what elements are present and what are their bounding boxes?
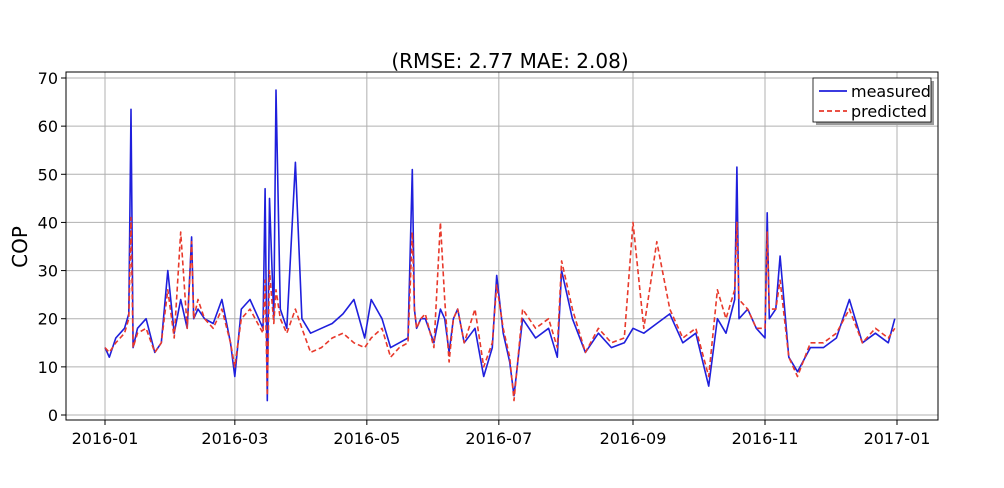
x-tick-label: 2016-09 [600, 429, 667, 448]
plot-frame [65, 71, 939, 421]
x-tick-label: 2016-01 [72, 429, 139, 448]
y-tick-label: 10 [38, 358, 58, 377]
x-tick-label: 2016-05 [333, 429, 400, 448]
legend-box [812, 77, 932, 123]
x-tick-label: 2016-11 [732, 429, 799, 448]
series-layer [104, 89, 896, 402]
y-tick-label: 0 [48, 406, 58, 425]
chart-title: (RMSE: 2.77 MAE: 2.08) [391, 49, 628, 73]
series-line-measured [104, 89, 896, 402]
y-tick-label: 20 [38, 310, 58, 329]
y-tick-label: 60 [38, 117, 58, 136]
x-tick-label: 2016-03 [201, 429, 268, 448]
y-tick-label: 50 [38, 165, 58, 184]
series-line-predicted [104, 216, 896, 402]
legend-label-predicted: predicted [851, 102, 927, 121]
y-axis-label: COP [8, 226, 32, 268]
y-tick-label: 40 [38, 213, 58, 232]
tick-layer: 2016-01 2016-03 2016-05 2016-07 2016-09 2016-… [38, 69, 931, 448]
y-tick-label: 30 [38, 262, 58, 281]
x-tick-label: 2017-01 [864, 429, 931, 448]
y-tick-label: 70 [38, 69, 58, 88]
legend-label-measured: measured [851, 82, 931, 101]
x-tick-label: 2016-07 [465, 429, 532, 448]
